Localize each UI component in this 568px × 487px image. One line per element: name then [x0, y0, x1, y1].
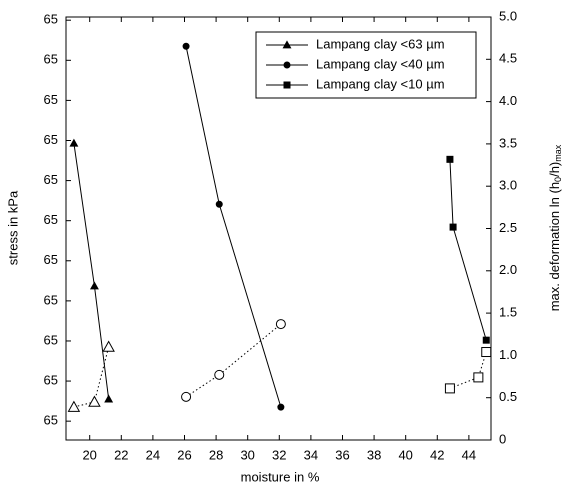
- data-point: [181, 391, 192, 402]
- x-tick-label: 44: [462, 447, 476, 462]
- x-axis-title: moisture in %: [241, 469, 320, 484]
- x-tick-label: 42: [430, 447, 444, 462]
- y2-axis-title-part: 0: [553, 177, 563, 182]
- y-tick-label: 65: [44, 413, 58, 428]
- x-tick-label: 36: [335, 447, 349, 462]
- legend-label: Lampang clay <10 µm: [316, 76, 445, 91]
- y-tick-label: 65: [44, 52, 58, 67]
- legend-marker: [283, 61, 291, 69]
- y2-tick-label: 0.5: [499, 389, 517, 404]
- data-point: [449, 223, 457, 231]
- y2-axis-title-part: /h): [547, 162, 562, 177]
- y-tick-label: 65: [44, 332, 58, 347]
- y-tick-label: 65: [44, 372, 58, 387]
- legend-label: Lampang clay <40 µm: [316, 56, 445, 71]
- series-line: [449, 351, 487, 389]
- data-point: [88, 395, 101, 407]
- y2-tick-label: 0: [499, 431, 506, 446]
- legend-marker: [282, 40, 292, 49]
- y2-tick-label: 2.5: [499, 220, 517, 235]
- y2-tick-label: 4.0: [499, 93, 517, 108]
- data-point: [102, 340, 115, 352]
- series-line: [73, 143, 110, 400]
- x-tick-label: 20: [82, 447, 96, 462]
- y-tick-label: 65: [44, 92, 58, 107]
- y-tick-label: 65: [44, 252, 58, 267]
- series-line: [449, 159, 487, 341]
- data-point: [481, 347, 492, 358]
- data-point: [214, 369, 225, 380]
- data-point: [277, 403, 285, 411]
- data-point: [182, 42, 190, 50]
- data-point: [275, 319, 286, 330]
- x-tick-label: 22: [114, 447, 128, 462]
- data-point: [444, 383, 455, 394]
- x-tick-label: 40: [398, 447, 412, 462]
- y2-tick-label: 3.0: [499, 178, 517, 193]
- y2-tick-label: 5.0: [499, 8, 517, 23]
- y2-tick-label: 1.0: [499, 347, 517, 362]
- data-point: [69, 138, 79, 147]
- series-line: [185, 323, 282, 398]
- y-tick-label: 65: [44, 172, 58, 187]
- x-tick-label: 30: [240, 447, 254, 462]
- data-point: [215, 200, 223, 208]
- legend-marker: [283, 81, 291, 89]
- y2-tick-label: 2.0: [499, 262, 517, 277]
- series-line: [185, 46, 282, 408]
- y-tick-label: 65: [44, 132, 58, 147]
- data-point: [104, 394, 114, 403]
- x-tick-label: 24: [146, 447, 160, 462]
- data-point: [446, 155, 454, 163]
- y2-axis-title-part: max. deformation ln (h: [547, 182, 562, 311]
- x-tick-label: 38: [367, 447, 381, 462]
- x-tick-label: 28: [209, 447, 223, 462]
- data-point: [473, 372, 484, 383]
- x-tick-label: 26: [177, 447, 191, 462]
- y2-tick-label: 4.5: [499, 51, 517, 66]
- y2-axis-title: max. deformation ln (h0/h)max: [547, 144, 563, 311]
- y2-tick-label: 3.5: [499, 135, 517, 150]
- y-tick-label: 65: [44, 12, 58, 27]
- legend-label: Lampang clay <63 µm: [316, 36, 445, 51]
- x-tick-label: 32: [272, 447, 286, 462]
- data-point: [89, 281, 99, 290]
- y-axis-title: stress in kPa: [5, 190, 20, 265]
- x-tick-label: 34: [304, 447, 318, 462]
- y2-tick-label: 1.5: [499, 305, 517, 320]
- data-point: [482, 336, 490, 344]
- y-tick-label: 65: [44, 292, 58, 307]
- y-tick-label: 65: [44, 212, 58, 227]
- data-point: [67, 400, 81, 412]
- y2-axis-title-part: max: [553, 144, 563, 162]
